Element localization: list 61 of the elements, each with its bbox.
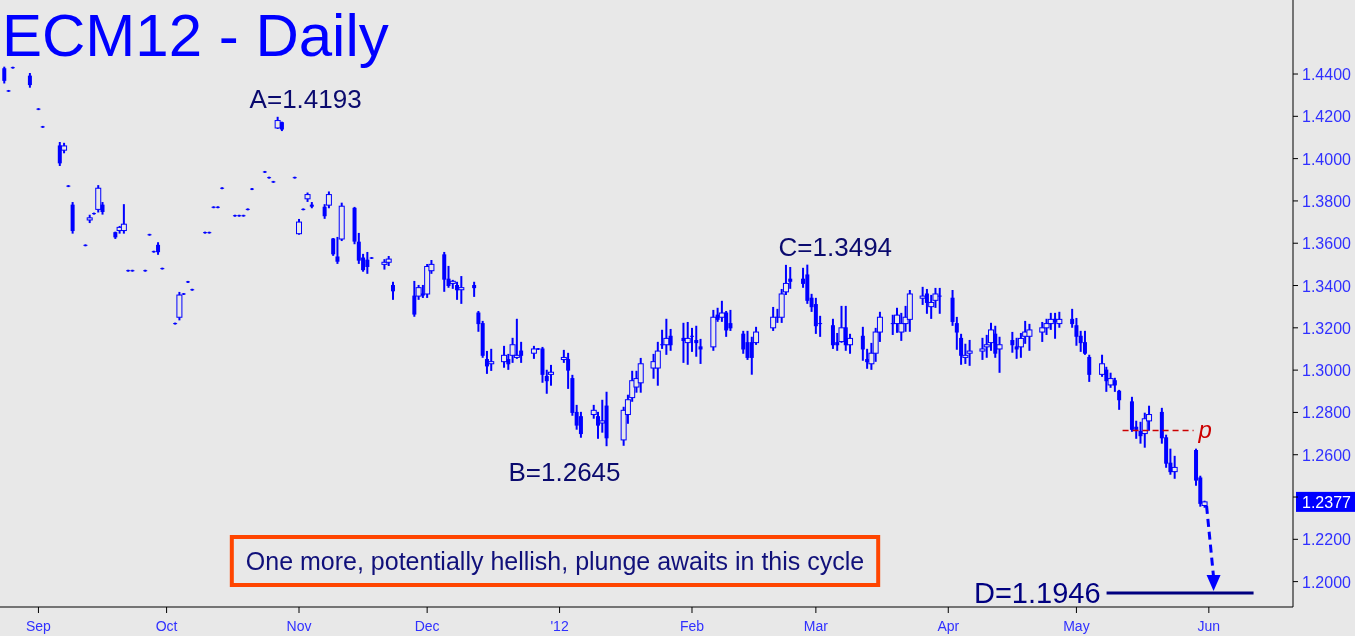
- candlestick: [365, 250, 370, 275]
- candlestick: [1078, 329, 1083, 353]
- candlestick: [919, 285, 926, 306]
- candlestick: [1010, 330, 1015, 354]
- x-tick-label: Mar: [803, 618, 829, 634]
- x-tick-label: Feb: [679, 618, 705, 634]
- candlestick: [813, 296, 818, 335]
- x-tick-label: May: [1063, 618, 1090, 634]
- x-tick-label: Sep: [25, 618, 52, 634]
- y-tick-label: 1.3200: [1302, 319, 1352, 337]
- x-tick-label: Nov: [286, 618, 312, 634]
- y-tick-label: 1.3400: [1302, 277, 1352, 295]
- ref-line-label: p: [1197, 416, 1212, 444]
- candlestick: [637, 356, 644, 394]
- candlestick: [654, 340, 661, 387]
- y-tick-label: 1.2000: [1302, 573, 1352, 591]
- candlestick: [966, 338, 973, 367]
- chart-title: ECM12 - Daily: [2, 2, 389, 69]
- y-tick-label: 1.2377: [1302, 493, 1352, 511]
- x-tick-label: '12: [550, 618, 569, 634]
- candlestick: [488, 347, 495, 372]
- annotation: C=1.3494: [778, 231, 893, 262]
- y-tick-label: 1.4200: [1302, 108, 1352, 126]
- y-tick-label: 1.2200: [1302, 531, 1352, 549]
- y-tick-label: 1.2600: [1302, 446, 1352, 464]
- candlestick: [1171, 454, 1178, 480]
- candlestick: [860, 325, 865, 362]
- y-tick-label: 1.4000: [1302, 150, 1352, 168]
- candlestick: [684, 320, 691, 366]
- candlestick: [745, 329, 750, 361]
- ref-line-label: D=1.1946: [973, 577, 1101, 610]
- y-tick-label: 1.4400: [1302, 66, 1352, 84]
- candlestick: [599, 398, 606, 434]
- candlestick: [830, 317, 835, 350]
- candlestick: [1087, 353, 1092, 383]
- candlestick: [741, 329, 746, 355]
- candlestick: [1026, 322, 1033, 352]
- candlestick: [770, 305, 777, 332]
- candlestick: [458, 275, 465, 305]
- candlestick: [698, 337, 703, 365]
- annotation: B=1.2645: [508, 457, 621, 488]
- candlestick: [1082, 329, 1087, 356]
- candlestick: [694, 324, 699, 358]
- candlestick: [513, 317, 520, 360]
- annotation: One more, potentially hellish, plunge awaits in this cycle: [245, 547, 865, 575]
- candlestick: [728, 308, 733, 332]
- candlestick: [663, 317, 670, 356]
- x-tick-label: Apr: [937, 618, 960, 634]
- x-tick-label: Dec: [414, 618, 440, 634]
- x-tick-label: Jun: [1197, 618, 1221, 634]
- candlestick: [1039, 320, 1046, 343]
- candlestick: [650, 352, 657, 380]
- candlestick: [979, 336, 986, 361]
- candlestick: [996, 335, 1003, 374]
- annotation: A=1.4193: [249, 83, 362, 114]
- y-tick-label: 1.3600: [1302, 235, 1352, 253]
- y-tick-label: 1.3800: [1302, 192, 1352, 210]
- y-tick-label: 1.2800: [1302, 404, 1352, 422]
- x-tick-label: Oct: [155, 618, 178, 634]
- candlestick: [390, 280, 395, 301]
- y-tick-label: 1.3000: [1302, 362, 1352, 380]
